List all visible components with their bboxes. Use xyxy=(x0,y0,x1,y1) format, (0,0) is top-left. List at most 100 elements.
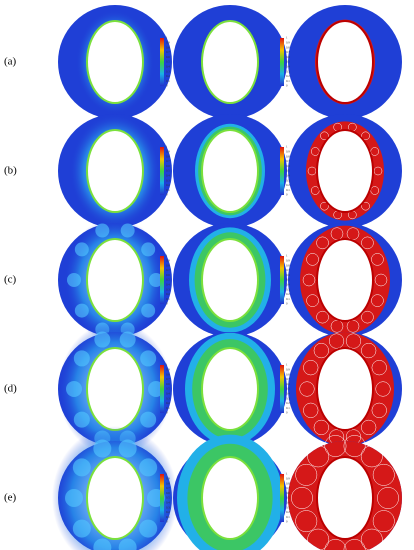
streamline xyxy=(371,294,384,307)
colorbar-label: 0.9 xyxy=(286,476,290,480)
colorbar-label: 0.9 xyxy=(166,149,170,153)
colorbar-label: 0.1 xyxy=(166,297,170,301)
colorbar-label: 0.6 xyxy=(166,382,170,386)
colorbar-label: 0.4 xyxy=(166,282,170,286)
colorbar-label: 0.9 xyxy=(166,476,170,480)
streamline xyxy=(371,253,384,266)
tube xyxy=(88,458,142,538)
colorbar-label: 0.6 xyxy=(286,382,290,386)
colorbar-label: 0.1 xyxy=(286,188,290,192)
streamline xyxy=(361,342,377,359)
colorbar-label: 0.3 xyxy=(286,287,290,291)
plume xyxy=(94,331,111,348)
colorbar-label: 0.8 xyxy=(286,481,290,485)
streamline xyxy=(374,273,388,287)
colorbar-label: 0.1 xyxy=(166,188,170,192)
streamline xyxy=(306,253,319,266)
colorbar-label: 0.6 xyxy=(286,55,290,59)
colorbar-label: 0.2 xyxy=(286,74,290,78)
colorbar-label: 0.9 xyxy=(286,149,290,153)
colorbar-label: 0.1 xyxy=(166,406,170,410)
plume xyxy=(120,223,135,238)
colorbar-label: 0.6 xyxy=(286,164,290,168)
colorbar xyxy=(160,256,164,304)
streamline xyxy=(360,528,383,550)
colorbar-label: 0.4 xyxy=(166,391,170,395)
plume xyxy=(140,411,157,428)
colorbar xyxy=(280,474,284,522)
tube xyxy=(318,458,372,538)
colorbar-label: 0 xyxy=(286,302,288,306)
plume xyxy=(141,303,156,318)
row-label: (d) xyxy=(4,383,17,395)
tube xyxy=(203,22,257,102)
tube xyxy=(318,240,372,320)
colorbar-label: 0.5 xyxy=(166,278,170,282)
colorbar-label: 1 xyxy=(286,36,288,40)
colorbar-label: 0.4 xyxy=(286,173,290,177)
colorbar-label: 0.5 xyxy=(286,169,290,173)
colorbar-label: 0.3 xyxy=(286,178,290,182)
colorbar-label: 1 xyxy=(166,254,168,258)
colorbar-label: 0.4 xyxy=(286,282,290,286)
colorbar-label: 0.9 xyxy=(166,40,170,44)
colorbar-label: 0.6 xyxy=(166,164,170,168)
colorbar xyxy=(280,38,284,86)
colorbar-label: 0.3 xyxy=(166,69,170,73)
colorbar-label: 0.7 xyxy=(166,159,170,163)
colorbar-label: 0.4 xyxy=(286,500,290,504)
streamline xyxy=(311,186,320,195)
colorbar-label: 0.8 xyxy=(166,45,170,49)
colorbar-label: 0.2 xyxy=(166,183,170,187)
colorbar-label: 0.6 xyxy=(286,273,290,277)
colorbar-label: 0.4 xyxy=(286,64,290,68)
colorbar xyxy=(160,147,164,195)
plume xyxy=(74,303,89,318)
colorbar-label: 0.8 xyxy=(166,481,170,485)
colorbar-label: 0.7 xyxy=(286,486,290,490)
streamline xyxy=(311,147,320,156)
streamline xyxy=(343,435,366,457)
colorbar-label: 0.6 xyxy=(166,273,170,277)
colorbar-label: 0.3 xyxy=(166,287,170,291)
plume xyxy=(139,519,158,538)
tube xyxy=(203,349,257,429)
streamline xyxy=(299,381,315,397)
row-label: (b) xyxy=(4,165,17,177)
colorbar-label: 0.6 xyxy=(166,55,170,59)
plume xyxy=(139,458,158,477)
colorbar-label: 0.8 xyxy=(166,372,170,376)
colorbar-label: 0.3 xyxy=(166,178,170,182)
colorbar-label: 0.1 xyxy=(286,297,290,301)
colorbar xyxy=(160,365,164,413)
streamline xyxy=(372,463,395,486)
colorbar-label: 0.5 xyxy=(286,278,290,282)
colorbar-label: 0.7 xyxy=(286,159,290,163)
colorbar-label: 0 xyxy=(166,193,168,197)
streamline xyxy=(361,310,374,324)
colorbar xyxy=(280,365,284,413)
colorbar-label: 0.7 xyxy=(166,377,170,381)
colorbar-label: 0.2 xyxy=(286,292,290,296)
streamline xyxy=(306,294,319,307)
colorbar-label: 0.7 xyxy=(166,50,170,54)
plume xyxy=(93,439,112,458)
colorbar-label: 0 xyxy=(166,84,168,88)
streamline xyxy=(295,463,318,486)
colorbar-label: 0.6 xyxy=(166,491,170,495)
colorbar-label: 0.3 xyxy=(286,505,290,509)
streamline xyxy=(313,342,329,359)
row-label: (a) xyxy=(4,56,17,68)
streamline xyxy=(377,487,399,509)
streamline xyxy=(361,131,370,141)
plume xyxy=(67,273,81,287)
plume xyxy=(72,458,91,477)
colorbar-label: 0 xyxy=(286,193,288,197)
streamline xyxy=(372,510,395,533)
colorbar-label: 0.4 xyxy=(166,500,170,504)
colorbar xyxy=(160,38,164,86)
colorbar-label: 0.5 xyxy=(286,60,290,64)
plume xyxy=(72,519,91,538)
colorbar-label: 0 xyxy=(286,520,288,524)
colorbar-label: 0.2 xyxy=(166,510,170,514)
